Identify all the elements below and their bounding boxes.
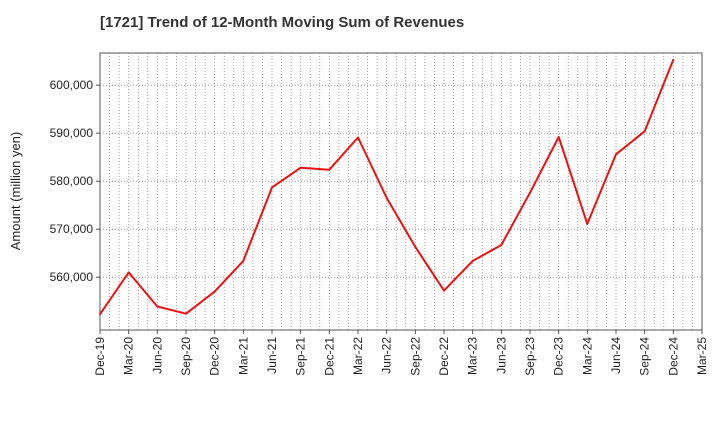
x-tick-label: Mar-22 xyxy=(351,337,365,375)
data-point xyxy=(529,191,531,194)
x-tick-label: Sep-24 xyxy=(638,337,652,376)
data-point xyxy=(471,259,474,262)
x-tick-label: Mar-24 xyxy=(580,337,594,375)
x-tick-label: Jun-20 xyxy=(150,337,164,374)
y-tick-label: 570,000 xyxy=(50,222,94,236)
y-tick-label: 560,000 xyxy=(50,270,94,284)
data-point xyxy=(213,290,216,293)
chart-title: [1721] Trend of 12-Month Moving Sum of R… xyxy=(100,14,465,31)
grid-lines xyxy=(100,53,702,330)
x-tick-label: Jun-22 xyxy=(380,337,394,374)
data-point xyxy=(242,259,245,262)
x-tick-label: Mar-20 xyxy=(122,337,136,375)
data-point xyxy=(127,271,130,274)
x-tick-label: Jun-21 xyxy=(265,337,279,374)
plot-frame xyxy=(99,52,703,331)
y-axis-ticks: 560,000 570,000 580,000 590,000 600,000 xyxy=(50,78,100,284)
x-tick-label: Sep-20 xyxy=(179,337,193,376)
y-tick-label: 590,000 xyxy=(50,126,94,140)
data-point xyxy=(500,244,503,247)
x-tick-label: Jun-24 xyxy=(609,337,623,374)
x-tick-label: Mar-21 xyxy=(236,337,250,375)
data-point xyxy=(328,168,331,171)
x-tick-label: Dec-24 xyxy=(666,337,680,376)
data-point xyxy=(557,136,560,139)
x-tick-label: Sep-23 xyxy=(523,337,537,376)
data-point xyxy=(643,130,646,133)
x-tick-label: Sep-22 xyxy=(408,337,422,376)
data-point xyxy=(586,222,589,225)
data-point xyxy=(443,289,445,292)
x-tick-label: Dec-22 xyxy=(437,337,451,376)
data-point xyxy=(672,58,675,61)
x-tick-label: Dec-20 xyxy=(208,337,222,376)
x-tick-label: Dec-19 xyxy=(93,337,107,376)
data-point xyxy=(615,153,617,156)
data-point xyxy=(385,196,388,199)
series-line xyxy=(99,59,675,315)
data-point xyxy=(156,305,159,308)
x-tick-label: Mar-23 xyxy=(466,337,480,375)
data-point xyxy=(414,245,417,248)
y-axis-title: Amount (million yen) xyxy=(8,132,23,251)
y-tick-label: 580,000 xyxy=(50,174,94,188)
x-tick-label: Jun-23 xyxy=(494,337,508,374)
y-tick-label: 600,000 xyxy=(50,78,94,92)
data-point xyxy=(299,166,302,169)
x-tick-label: Dec-21 xyxy=(322,337,336,376)
x-tick-label: Dec-23 xyxy=(552,337,566,376)
x-tick-label: Mar-25 xyxy=(695,337,709,375)
x-tick-label: Sep-21 xyxy=(294,337,308,376)
data-point xyxy=(99,313,101,316)
data-point xyxy=(185,312,187,315)
x-axis-ticks: Dec-19 Mar-20 Jun-20 Sep-20 Dec-20 Mar-21 Jun-… xyxy=(93,330,709,376)
series-layer xyxy=(99,58,675,316)
data-point xyxy=(271,186,273,189)
data-point xyxy=(357,136,359,139)
